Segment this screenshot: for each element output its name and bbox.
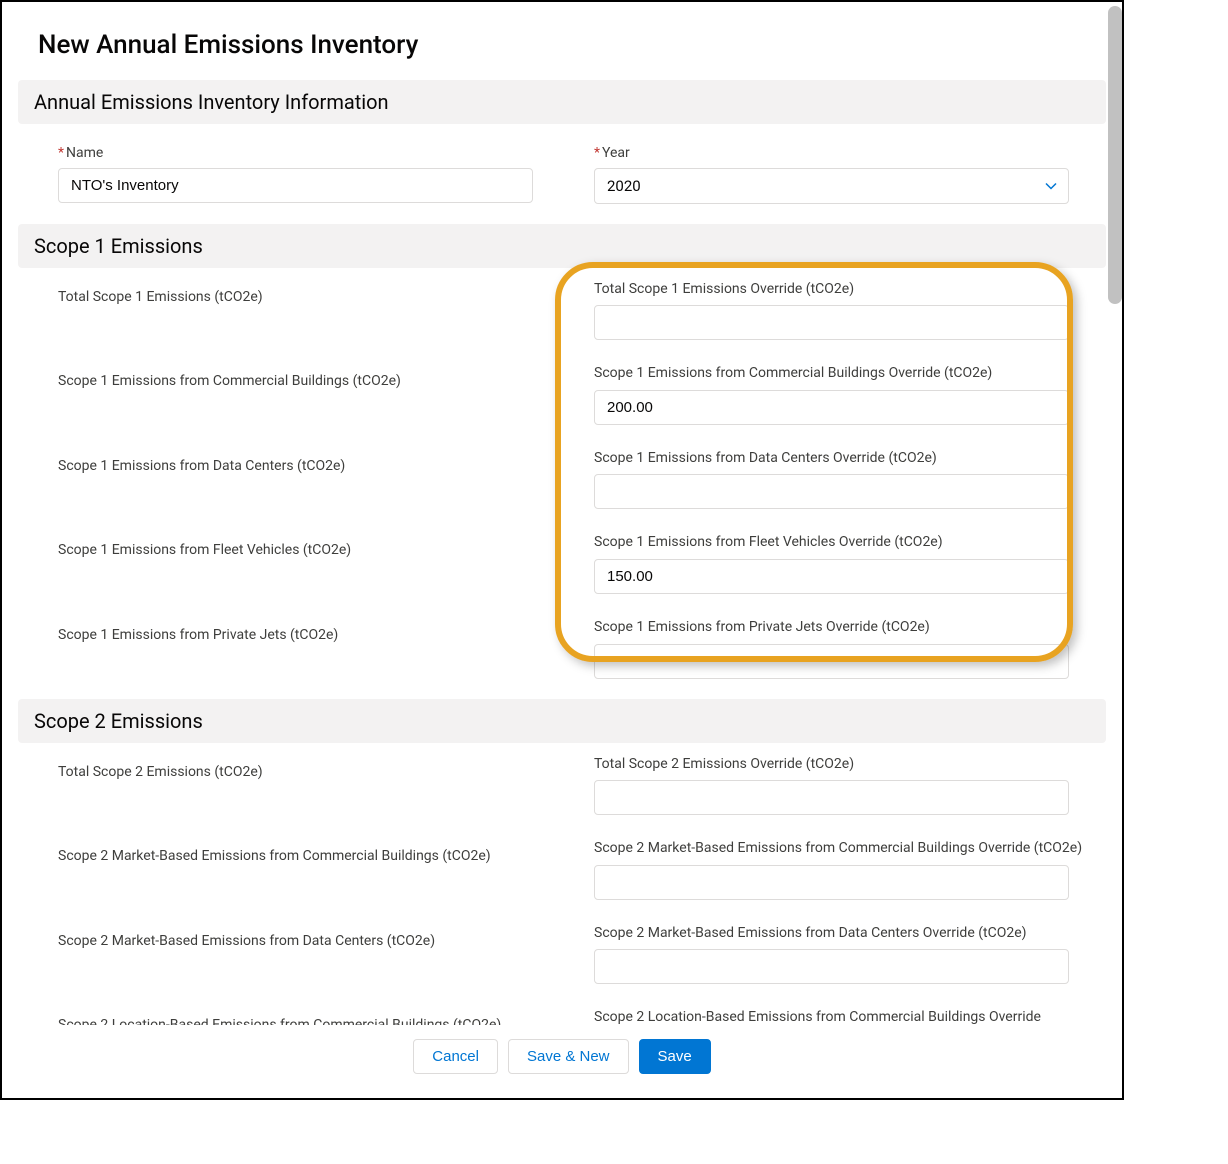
- modal-frame: New Annual Emissions Inventory Annual Em…: [0, 0, 1124, 1100]
- scope1-readonly-label: Scope 1 Emissions from Commercial Buildi…: [58, 356, 570, 408]
- override-label: Scope 1 Emissions from Commercial Buildi…: [594, 364, 1106, 384]
- save-button[interactable]: Save: [639, 1039, 711, 1074]
- scope2-readonly-label: Total Scope 2 Emissions (tCO2e): [58, 747, 570, 799]
- scope1-override-field: Scope 1 Emissions from Data Centers Over…: [594, 441, 1106, 518]
- override-label: Total Scope 1 Emissions Override (tCO2e): [594, 280, 1106, 300]
- section-header-info: Annual Emissions Inventory Information: [18, 80, 1106, 124]
- save-new-button[interactable]: Save & New: [508, 1039, 629, 1074]
- override-label: Scope 2 Market-Based Emissions from Data…: [594, 924, 1106, 944]
- year-select-wrapper: 2020: [594, 168, 1069, 204]
- readonly-field-label: Total Scope 1 Emissions (tCO2e): [58, 280, 570, 316]
- scope2-override-field: Total Scope 2 Emissions Override (tCO2e): [594, 747, 1106, 824]
- scope2-override-input[interactable]: [594, 780, 1069, 815]
- cancel-button[interactable]: Cancel: [413, 1039, 498, 1074]
- readonly-field-label: Scope 1 Emissions from Fleet Vehicles (t…: [58, 533, 570, 569]
- readonly-field-label: Scope 1 Emissions from Commercial Buildi…: [58, 364, 570, 400]
- scope1-row: Scope 1 Emissions from Data Centers (tCO…: [2, 437, 1122, 522]
- scope1-row: Scope 1 Emissions from Fleet Vehicles (t…: [2, 521, 1122, 606]
- footer-buttons: Cancel Save & New Save: [2, 1025, 1122, 1088]
- scope2-override-input[interactable]: [594, 949, 1069, 984]
- required-star: *: [594, 145, 600, 161]
- name-input[interactable]: [58, 168, 533, 203]
- scope1-rows: Total Scope 1 Emissions (tCO2e) Total Sco…: [2, 268, 1122, 691]
- year-field: *Year 2020: [594, 136, 1106, 212]
- section-header-scope1: Scope 1 Emissions: [18, 224, 1106, 268]
- scope2-readonly-label: Scope 2 Market-Based Emissions from Data…: [58, 916, 570, 968]
- section-header-scope2: Scope 2 Emissions: [18, 699, 1106, 743]
- scope1-override-input[interactable]: [594, 474, 1069, 509]
- readonly-field-label: Scope 2 Market-Based Emissions from Data…: [58, 924, 570, 960]
- scope1-override-field: Scope 1 Emissions from Fleet Vehicles Ov…: [594, 525, 1106, 602]
- override-label: Scope 1 Emissions from Fleet Vehicles Ov…: [594, 533, 1106, 553]
- scope1-readonly-label: Total Scope 1 Emissions (tCO2e): [58, 272, 570, 324]
- scope1-override-field: Scope 1 Emissions from Commercial Buildi…: [594, 356, 1106, 433]
- scope1-override-input[interactable]: [594, 390, 1069, 425]
- readonly-field-label: Scope 1 Emissions from Private Jets (tCO…: [58, 618, 570, 654]
- name-label: *Name: [58, 144, 570, 164]
- scrollbar-thumb[interactable]: [1108, 6, 1122, 304]
- override-label: Scope 1 Emissions from Private Jets Over…: [594, 618, 1106, 638]
- scope2-override-field: Scope 2 Market-Based Emissions from Data…: [594, 916, 1106, 993]
- scope1-override-input[interactable]: [594, 644, 1069, 679]
- scope2-row: Scope 2 Market-Based Emissions from Data…: [2, 912, 1122, 997]
- scope1-row: Total Scope 1 Emissions (tCO2e) Total Sco…: [2, 268, 1122, 353]
- override-label: Scope 1 Emissions from Data Centers Over…: [594, 449, 1106, 469]
- scope1-readonly-label: Scope 1 Emissions from Fleet Vehicles (t…: [58, 525, 570, 577]
- required-star: *: [58, 145, 64, 161]
- override-label: Scope 2 Market-Based Emissions from Comm…: [594, 839, 1106, 859]
- year-label: *Year: [594, 144, 1106, 164]
- scope2-row: Scope 2 Market-Based Emissions from Comm…: [2, 827, 1122, 912]
- scope1-row: Scope 1 Emissions from Private Jets (tCO…: [2, 606, 1122, 691]
- scope1-readonly-label: Scope 1 Emissions from Private Jets (tCO…: [58, 610, 570, 662]
- scope2-override-field: Scope 2 Market-Based Emissions from Comm…: [594, 831, 1106, 908]
- scope2-readonly-label: Scope 2 Market-Based Emissions from Comm…: [58, 831, 570, 883]
- readonly-field-label: Total Scope 2 Emissions (tCO2e): [58, 755, 570, 791]
- scope2-row: Total Scope 2 Emissions (tCO2e) Total Sco…: [2, 743, 1122, 828]
- readonly-field-label: Scope 1 Emissions from Data Centers (tCO…: [58, 449, 570, 485]
- scope1-row: Scope 1 Emissions from Commercial Buildi…: [2, 352, 1122, 437]
- readonly-field-label: Scope 2 Market-Based Emissions from Comm…: [58, 839, 570, 875]
- info-grid: *Name *Year 2020: [2, 124, 1122, 224]
- content-area: New Annual Emissions Inventory Annual Em…: [2, 2, 1122, 1056]
- scope1-override-input[interactable]: [594, 305, 1069, 340]
- name-field: *Name: [58, 136, 570, 212]
- scope1-override-field: Total Scope 1 Emissions Override (tCO2e): [594, 272, 1106, 349]
- scope1-override-field: Scope 1 Emissions from Private Jets Over…: [594, 610, 1106, 687]
- scope2-override-input[interactable]: [594, 865, 1069, 900]
- scope2-rows: Total Scope 2 Emissions (tCO2e) Total Sco…: [2, 743, 1122, 1056]
- scope1-override-input[interactable]: [594, 559, 1069, 594]
- override-label: Total Scope 2 Emissions Override (tCO2e): [594, 755, 1106, 775]
- page-title: New Annual Emissions Inventory: [2, 2, 1122, 80]
- scope1-readonly-label: Scope 1 Emissions from Data Centers (tCO…: [58, 441, 570, 493]
- year-select[interactable]: 2020: [594, 168, 1069, 204]
